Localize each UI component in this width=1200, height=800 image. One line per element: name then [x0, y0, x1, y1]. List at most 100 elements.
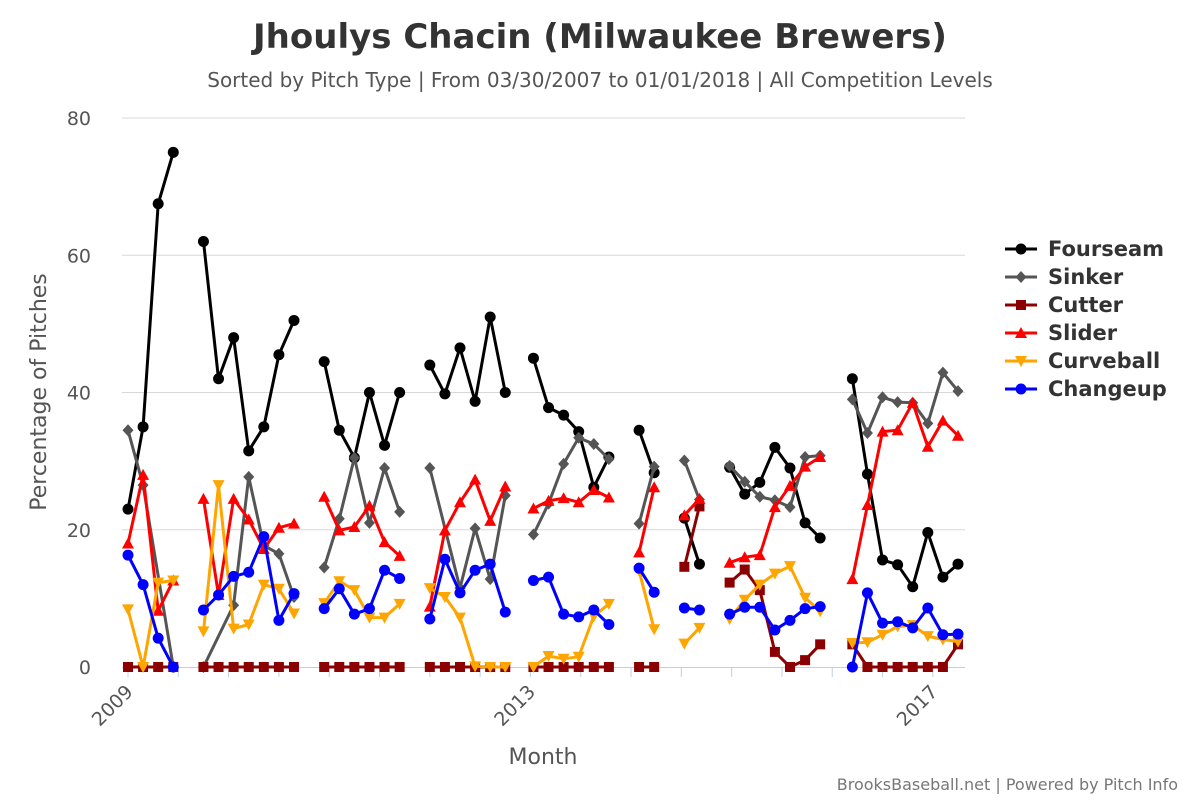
curveball-point: [197, 626, 210, 638]
slider-point: [378, 536, 391, 548]
cutter-point: [724, 577, 735, 588]
changeup-point: [558, 608, 570, 620]
fourseam-line: [202, 240, 296, 453]
curveball-point: [454, 612, 466, 624]
cutter-point: [334, 662, 345, 672]
fourseam-point: [439, 388, 451, 400]
changeup-point: [469, 564, 481, 576]
sinker-point: [784, 501, 796, 514]
curveball-point: [423, 583, 436, 595]
curveball-point: [693, 622, 706, 634]
cutter-point: [228, 662, 239, 672]
legend-item-sinker[interactable]: Sinker: [1005, 265, 1124, 289]
sinker-line: [637, 465, 656, 526]
slider-point: [936, 414, 949, 426]
slider-point: [393, 549, 406, 561]
cutter-point: [153, 662, 164, 672]
cutter-point: [213, 662, 224, 672]
fourseam-point: [814, 532, 826, 544]
sinker-point: [527, 528, 539, 541]
slider-point: [891, 424, 904, 436]
changeup-line: [428, 557, 507, 621]
cutter-point: [769, 646, 780, 657]
y-tick-label: 80: [67, 108, 91, 130]
legend-marker: [1015, 383, 1027, 395]
cutter-point: [739, 564, 750, 575]
slider-point: [348, 521, 361, 533]
sinker-point: [892, 396, 904, 409]
curveball-point: [738, 594, 751, 606]
fourseam-point: [213, 373, 225, 385]
legend-item-cutter[interactable]: Cutter: [1005, 293, 1124, 317]
fourseam-point: [892, 559, 904, 571]
slider-line: [637, 485, 656, 554]
cutter-point: [694, 501, 705, 512]
changeup-point: [861, 587, 873, 599]
cutter-point: [815, 639, 826, 650]
fourseam-point: [907, 581, 919, 593]
changeup-line: [126, 553, 175, 669]
sinker-point: [424, 461, 436, 474]
slider-point: [693, 492, 706, 504]
legend-label: Cutter: [1048, 293, 1124, 317]
legend-item-fourseam[interactable]: Fourseam: [1005, 237, 1164, 261]
curveball-point: [152, 577, 165, 589]
changeup-point: [197, 604, 209, 616]
changeup-point: [288, 588, 300, 600]
cutter-point: [319, 662, 330, 672]
slider-point: [469, 473, 482, 485]
changeup-point: [122, 549, 134, 561]
sinker-point: [379, 461, 391, 474]
grid-lines: [122, 117, 965, 531]
legend-item-slider[interactable]: Slider: [1005, 321, 1118, 345]
changeup-point: [877, 617, 889, 629]
curveball-point: [678, 638, 691, 650]
changeup-line: [531, 575, 611, 626]
cutter-point: [679, 561, 690, 572]
series-changeup: [122, 531, 964, 673]
slider-point: [363, 499, 376, 511]
slider-point: [921, 440, 934, 452]
changeup-point: [499, 606, 511, 618]
changeup-point: [769, 624, 781, 636]
fourseam-point: [273, 349, 285, 361]
sinker-point: [937, 366, 949, 379]
curveball-point: [393, 598, 406, 610]
slider-point: [137, 468, 150, 480]
slider-point: [814, 451, 827, 463]
curveball-line: [126, 579, 175, 669]
slider-point: [783, 479, 796, 491]
curveball-point: [921, 631, 934, 643]
changeup-point: [543, 571, 555, 583]
slider-point: [861, 499, 874, 511]
changeup-point: [363, 603, 375, 615]
curveball-line: [637, 569, 656, 631]
cutter-point: [892, 662, 903, 672]
sinker-point: [678, 454, 690, 467]
legend-item-curveball[interactable]: Curveball: [1005, 349, 1160, 373]
slider-point: [438, 524, 451, 536]
changeup-point: [693, 604, 705, 616]
sinker-point: [648, 460, 660, 473]
sinker-point: [861, 426, 873, 439]
cutter-point: [649, 662, 660, 672]
fourseam-point: [152, 198, 164, 210]
slider-line: [126, 473, 175, 613]
legend-marker: [1015, 243, 1027, 255]
fourseam-point: [846, 373, 858, 385]
fourseam-line: [126, 150, 175, 511]
curveball-point: [952, 636, 964, 648]
credits[interactable]: BrooksBaseball.net | Powered by Pitch In…: [837, 775, 1178, 794]
slider-point: [288, 517, 300, 529]
cutter-point: [273, 662, 284, 672]
cutter-point: [455, 662, 465, 672]
curveball-line: [428, 586, 507, 669]
legend-item-changeup[interactable]: Changeup: [1005, 377, 1167, 401]
legend-marker: [1015, 271, 1027, 283]
legend-marker: [1016, 300, 1026, 310]
fourseam-point: [394, 387, 406, 398]
curveball-point: [212, 480, 225, 492]
x-axis: 2009 2013 2017: [88, 667, 965, 731]
changeup-point: [907, 622, 919, 634]
